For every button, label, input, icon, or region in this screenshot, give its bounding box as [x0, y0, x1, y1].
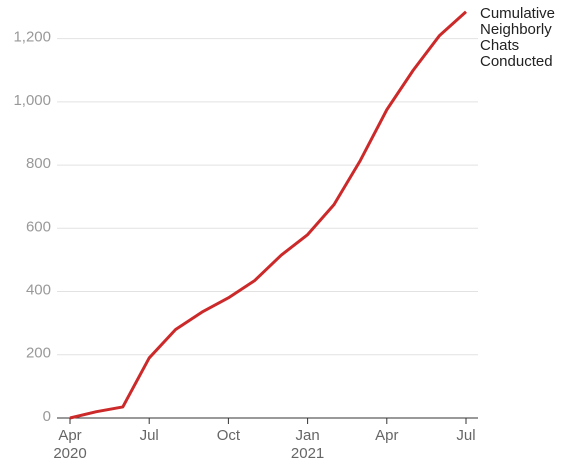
y-tick-label: 200: [26, 345, 51, 362]
x-tick-label: Jul: [456, 427, 476, 444]
x-tick-label: Apr: [375, 427, 399, 444]
y-tick-label: 800: [26, 155, 51, 172]
y-tick-label: 0: [43, 408, 51, 425]
y-tick-label: 400: [26, 282, 51, 299]
series-line: [69, 10, 468, 420]
x-tick-label: Oct: [216, 427, 241, 444]
y-tick-label: 1,000: [13, 92, 51, 109]
y-tick-label: 1,200: [13, 29, 51, 46]
x-tick-label: Jul: [139, 427, 159, 444]
y-tick-label: 600: [26, 218, 51, 235]
series-label: Cumulative Neighborly Chats Conducted: [480, 4, 556, 70]
x-tick-label: Jan 2021: [290, 427, 325, 462]
x-tick-label: Apr 2020: [53, 427, 87, 462]
